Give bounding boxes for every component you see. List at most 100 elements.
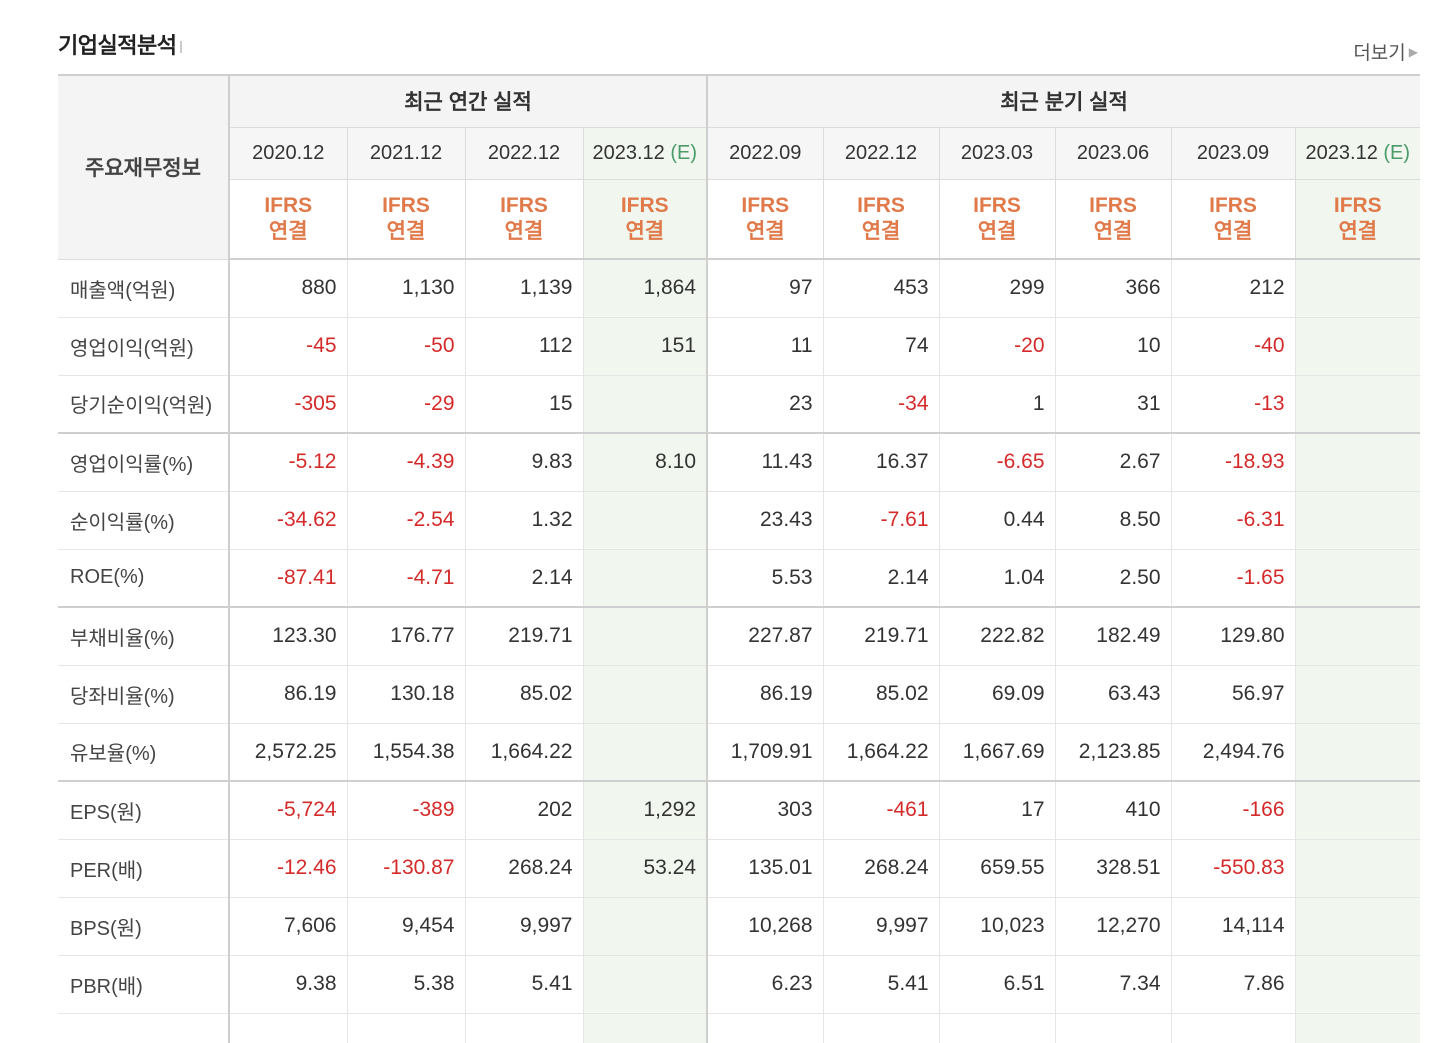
table-cell [583, 607, 709, 666]
row-label: ROE(%) [58, 549, 230, 608]
table-cell: 151 [583, 317, 709, 376]
table-cell: 10,268 [707, 897, 824, 956]
table-cell: 10 [1055, 317, 1172, 376]
table-cell [1295, 433, 1421, 492]
corner-header: 주요재무정보 [58, 74, 230, 260]
table-cell: -6.31 [1171, 491, 1296, 550]
table-cell: 85.02 [465, 665, 584, 724]
table-cell: -87.41 [229, 549, 348, 608]
table-cell: 7.34 [1055, 955, 1172, 1014]
table-cell: 6.51 [939, 955, 1056, 1014]
column-date: 2022.12 [844, 141, 918, 164]
table-cell: 1.04 [939, 549, 1056, 608]
table-cell: 176.77 [347, 607, 466, 666]
table-cell: 11.43 [707, 433, 824, 492]
table-cell: 31 [1055, 375, 1172, 434]
table-row: ROE(%) -87.41 -4.71 2.14 5.53 2.14 1.04 2.50 -1.… [58, 549, 1421, 608]
table-cell: 328.51 [1055, 839, 1172, 898]
table-row: BPS(원) 7,606 9,454 9,997 10,268 9,997 10,023 12… [58, 897, 1421, 956]
column-basis-header: IFRS 연결 [465, 179, 584, 260]
table-cell: -550.83 [1171, 839, 1296, 898]
table-cell: 410 [1055, 781, 1172, 840]
ifrs-label: IFRS [500, 193, 548, 217]
column-date-header: 2023.12 (E) [583, 127, 709, 180]
table-cell: 182.49 [1055, 607, 1172, 666]
table-cell [1295, 259, 1421, 318]
table-cell: 2.50 [1055, 549, 1172, 608]
row-label: 순이익률(%) [58, 491, 230, 550]
table-cell: 9.83 [465, 433, 584, 492]
table-cell: 63.43 [1055, 665, 1172, 724]
more-label: 더보기 [1353, 43, 1406, 64]
row-label: 영업이익률(%) [58, 433, 230, 492]
table-cell [583, 665, 709, 724]
table-cell [583, 491, 709, 550]
table-cell [1295, 897, 1421, 956]
table-cell: 0.44 [939, 491, 1056, 550]
table-cell [1295, 317, 1421, 376]
table-cell: 9.38 [229, 955, 348, 1014]
basis-label: 연결 [386, 219, 426, 243]
table-cell: 1.32 [465, 491, 584, 550]
table-cell: 219.71 [823, 607, 940, 666]
table-cell: 1,130 [347, 259, 466, 318]
table-cell: -7.61 [823, 491, 940, 550]
table-cell: 14,114 [1171, 897, 1296, 956]
table-cell: 299 [939, 259, 1056, 318]
table-cell [1295, 1013, 1421, 1043]
table-cell: -5.12 [229, 433, 348, 492]
column-date-header: 2023.06 [1055, 127, 1172, 180]
table-cell [939, 1013, 1056, 1043]
column-basis-header: IFRS 연결 [823, 179, 940, 260]
table-cell: -12.46 [229, 839, 348, 898]
column-basis-header: IFRS 연결 [939, 179, 1056, 260]
column-basis-header: IFRS 연결 [1295, 179, 1421, 260]
table-cell [1055, 1013, 1172, 1043]
table-cell [583, 1013, 709, 1043]
table-row: PER(배) -12.46 -130.87 268.24 53.24 135.01 268.… [58, 839, 1421, 898]
table-cell: 5.41 [465, 955, 584, 1014]
table-cell: 2,123.85 [1055, 723, 1172, 782]
table-cell [583, 375, 709, 434]
table-cell [1295, 665, 1421, 724]
table-cell: 53.24 [583, 839, 709, 898]
table-cell: 1,667.69 [939, 723, 1056, 782]
column-basis-header: IFRS 연결 [229, 179, 348, 260]
row-label [58, 1013, 230, 1043]
table-cell: 97 [707, 259, 824, 318]
more-link[interactable]: 더보기 ▶ [1353, 38, 1418, 65]
table-cell [823, 1013, 940, 1043]
row-label: 유보율(%) [58, 723, 230, 782]
basis-label: 연결 [861, 219, 901, 243]
table-cell [465, 1013, 584, 1043]
column-date-header: 2020.12 [229, 127, 348, 180]
table-cell: -305 [229, 375, 348, 434]
estimate-marker: (E) [1383, 141, 1411, 164]
table-cell: 5.53 [707, 549, 824, 608]
column-date: 2021.12 [369, 141, 443, 164]
table-cell: 130.18 [347, 665, 466, 724]
column-date: 2023.06 [1076, 141, 1150, 164]
row-label: 영업이익(억원) [58, 317, 230, 376]
table-cell [1295, 607, 1421, 666]
ifrs-label: IFRS [1333, 193, 1382, 217]
table-cell: 222.82 [939, 607, 1056, 666]
table-cell: 9,997 [465, 897, 584, 956]
table-cell: 86.19 [229, 665, 348, 724]
table-cell: 56.97 [1171, 665, 1296, 724]
annual-group-header: 최근 연간 실적 [229, 74, 709, 128]
table-cell: 7.86 [1171, 955, 1296, 1014]
table-cell: -45 [229, 317, 348, 376]
column-date: 2022.12 [487, 141, 561, 164]
table-cell: -29 [347, 375, 466, 434]
table-cell [1295, 723, 1421, 782]
ifrs-label: IFRS [620, 193, 669, 217]
table-cell: 1,292 [583, 781, 709, 840]
table-cell: 1,864 [583, 259, 709, 318]
table-cell: 135.01 [707, 839, 824, 898]
column-date-header: 2023.12 (E) [1295, 127, 1421, 180]
table-cell: 5.41 [823, 955, 940, 1014]
table-row: 순이익률(%) -34.62 -2.54 1.32 23.43 -7.61 0.44 8.50… [58, 491, 1421, 550]
table-cell [1171, 1013, 1296, 1043]
table-cell: -389 [347, 781, 466, 840]
